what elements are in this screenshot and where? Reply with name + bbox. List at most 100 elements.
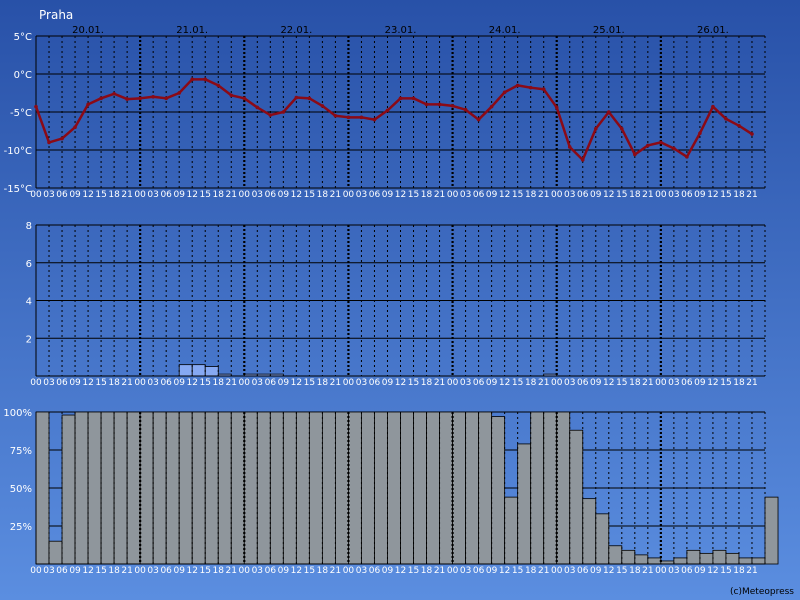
day-label: 20.01. — [72, 25, 104, 36]
temperature-point — [515, 83, 520, 88]
temperature-point — [385, 108, 390, 113]
hour-tick-label: 00 — [134, 566, 146, 576]
hour-tick-label: 21 — [434, 378, 445, 388]
hour-tick-label: 03 — [147, 190, 158, 200]
temperature-line — [34, 78, 754, 162]
hour-tick-label: 06 — [265, 378, 277, 388]
hour-tick-label: 03 — [564, 190, 575, 200]
hour-tick-label: 21 — [226, 566, 237, 576]
hour-tick-label: 00 — [239, 190, 251, 200]
temperature-point — [593, 126, 598, 131]
hour-tick-label: 21 — [434, 566, 445, 576]
temperature-point — [411, 96, 416, 101]
cloudiness-bar — [608, 545, 623, 565]
hour-tick-label: 00 — [343, 566, 355, 576]
day-label: 25.01. — [593, 25, 625, 36]
temperature-point — [47, 140, 51, 145]
cloudiness-bar — [152, 411, 167, 565]
hour-tick-label: 12 — [291, 378, 302, 388]
hour-tick-label: 06 — [681, 378, 693, 388]
hour-tick-label: 15 — [200, 566, 211, 576]
temperature-point — [724, 117, 728, 121]
hour-tick-label: 15 — [512, 378, 523, 388]
hour-tick-label: 09 — [173, 190, 185, 200]
hour-tick-label: 03 — [460, 378, 471, 388]
hour-tick-label: 00 — [30, 566, 42, 576]
precipitation-bar — [178, 364, 193, 377]
hour-tick-label: 06 — [681, 190, 693, 200]
y-tick-label: 25% — [10, 522, 32, 533]
day-label: 24.01. — [489, 25, 521, 36]
hour-tick-label: 09 — [69, 566, 81, 576]
temperature-point — [424, 102, 429, 107]
cloudiness-bar — [178, 411, 193, 565]
temperature-point — [502, 90, 507, 95]
temperature-point — [359, 115, 364, 120]
y-tick-label: -15°C — [4, 184, 32, 195]
hour-tick-label: 18 — [525, 378, 537, 388]
cloudiness-bar — [543, 411, 558, 565]
hour-tick-label: 21 — [538, 378, 549, 388]
hour-tick-label: 06 — [681, 566, 693, 576]
hour-tick-label: 18 — [421, 566, 433, 576]
hour-tick-label: 18 — [317, 378, 329, 388]
hour-tick-label: 18 — [317, 190, 329, 200]
temperature-point — [34, 104, 38, 109]
hour-tick-label: 15 — [304, 378, 315, 388]
hour-tick-label: 12 — [186, 378, 197, 388]
hour-tick-label: 21 — [746, 190, 757, 200]
cloudiness-bar — [348, 411, 362, 565]
cloudiness-bar — [204, 411, 219, 565]
hour-tick-label: 15 — [95, 378, 106, 388]
hour-tick-label: 15 — [95, 566, 106, 576]
hour-tick-label: 03 — [668, 190, 679, 200]
hour-tick-label: 09 — [486, 378, 498, 388]
cloudiness-bar — [295, 411, 310, 565]
hour-tick-label: 09 — [69, 190, 81, 200]
cloudiness-bar — [256, 411, 271, 565]
hour-tick-label: 06 — [369, 566, 381, 576]
precipitation-bar — [204, 366, 219, 377]
hour-tick-label: 06 — [160, 566, 172, 576]
temperature-point — [333, 114, 338, 118]
temperature-point — [398, 96, 403, 101]
hour-tick-label: 18 — [733, 190, 745, 200]
hour-tick-label: 15 — [408, 378, 419, 388]
temperature-point — [437, 102, 442, 107]
cloudiness-bar — [361, 411, 375, 565]
hour-tick-label: 09 — [486, 566, 498, 576]
hour-tick-label: 00 — [239, 378, 251, 388]
temperature-point — [541, 87, 546, 91]
temperature-point — [190, 77, 195, 82]
cloudiness-bar — [465, 411, 480, 565]
hour-tick-label: 18 — [733, 378, 745, 388]
cloudiness-bar — [699, 552, 714, 565]
cloudiness-bar — [530, 411, 545, 565]
hour-tick-label: 06 — [369, 378, 381, 388]
cloudiness-bar — [335, 411, 349, 565]
hour-tick-label: 00 — [30, 378, 42, 388]
temperature-point — [580, 158, 585, 162]
hour-tick-label: 09 — [382, 190, 394, 200]
hour-tick-label: 18 — [213, 566, 225, 576]
hour-tick-label: 12 — [499, 566, 510, 576]
hour-tick-label: 15 — [304, 190, 315, 200]
temperature-point — [489, 104, 494, 109]
hour-tick-label: 15 — [200, 190, 211, 200]
hour-tick-label: 21 — [538, 566, 549, 576]
temperature-point — [268, 113, 273, 117]
cloudiness-bar — [517, 443, 532, 565]
temperature-point — [138, 96, 142, 101]
hour-tick-label: 06 — [56, 378, 68, 388]
cloudiness-bar — [74, 411, 89, 565]
y-tick-label: -10°C — [4, 146, 32, 157]
hour-tick-label: 15 — [200, 378, 211, 388]
hour-tick-label: 18 — [317, 566, 329, 576]
temperature-point — [646, 143, 650, 148]
hour-tick-label: 00 — [551, 378, 563, 388]
hour-tick-label: 03 — [43, 566, 54, 576]
hour-tick-label: 09 — [382, 566, 394, 576]
cloudiness-bar — [400, 411, 414, 565]
temperature-point — [372, 117, 377, 122]
